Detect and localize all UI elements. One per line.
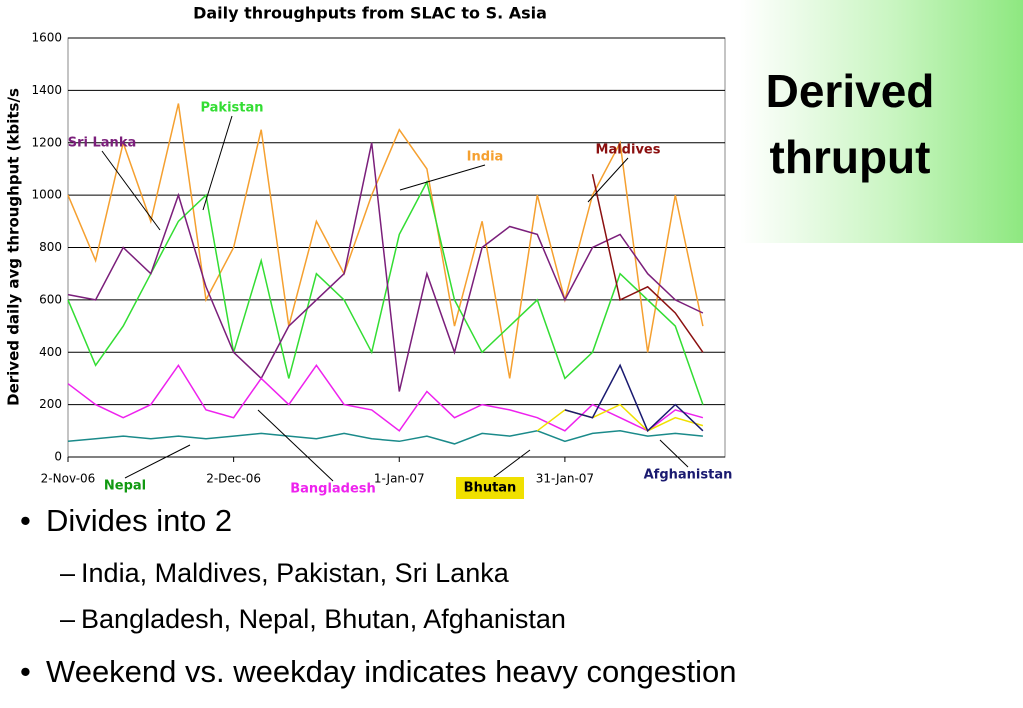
label-pointer <box>489 449 531 481</box>
label-pointer <box>257 409 334 482</box>
x-tick-label: 1-Jan-07 <box>374 472 425 486</box>
series-line <box>591 174 704 353</box>
series-label: Maldives <box>596 143 661 158</box>
bullet-text: India, Maldives, Pakistan, Sri Lanka <box>81 558 509 588</box>
y-tick-label: 200 <box>39 397 62 411</box>
x-tick-label: 31-Jan-07 <box>536 472 594 486</box>
series-line <box>67 363 704 432</box>
label-pointer <box>659 439 689 468</box>
label-pointer <box>202 115 233 211</box>
label-highlight <box>456 477 524 499</box>
x-tick-label: 2-Dec-06 <box>206 472 261 486</box>
bullet: Weekend vs. weekday indicates heavy cong… <box>20 654 737 690</box>
series-label: Bangladesh <box>290 482 376 497</box>
bullet: Divides into 2 <box>20 503 233 539</box>
series-line <box>67 103 704 379</box>
series-line <box>67 179 704 405</box>
y-tick-label: 400 <box>39 345 62 359</box>
series-line <box>67 142 704 392</box>
chart: Daily throughputs from SLAC to S. Asia D… <box>5 4 733 499</box>
title-background <box>740 0 1023 243</box>
slide-title: Derived thruput <box>765 65 935 183</box>
bullet-text: Divides into 2 <box>46 503 233 538</box>
label-pointer <box>399 164 486 191</box>
series-label: Nepal <box>104 479 146 494</box>
y-tick-label: 600 <box>39 292 62 306</box>
label-pointer <box>101 150 161 231</box>
sub-bullet: India, Maldives, Pakistan, Sri Lanka <box>60 558 509 589</box>
series-label: Bhutan <box>464 481 517 496</box>
y-tick-label: 1000 <box>31 188 62 202</box>
x-tick-label: 2-Nov-06 <box>41 472 96 486</box>
series-line <box>67 430 703 445</box>
series-label: India <box>467 150 504 165</box>
y-axis-label: Derived daily avg throughput (kbits/s <box>5 88 23 406</box>
series-label: Pakistan <box>200 101 263 116</box>
label-pointer <box>124 444 191 479</box>
y-tick-label: 0 <box>54 450 62 464</box>
sub-bullet: Bangladesh, Nepal, Bhutan, Afghanistan <box>60 604 566 635</box>
label-pointer <box>587 157 629 203</box>
y-tick-label: 800 <box>39 240 62 254</box>
series-label: Afghanistan <box>644 468 733 483</box>
series-label: Sri Lanka <box>68 136 137 151</box>
bullet-text: Bangladesh, Nepal, Bhutan, Afghanistan <box>81 604 566 634</box>
y-tick-label: 1600 <box>31 31 62 45</box>
y-tick-label: 1200 <box>31 135 62 149</box>
bullet-text: Weekend vs. weekday indicates heavy cong… <box>46 654 737 689</box>
chart-title: Daily throughputs from SLAC to S. Asia <box>193 4 547 23</box>
y-tick-label: 1400 <box>31 83 62 97</box>
series-line <box>564 363 704 433</box>
